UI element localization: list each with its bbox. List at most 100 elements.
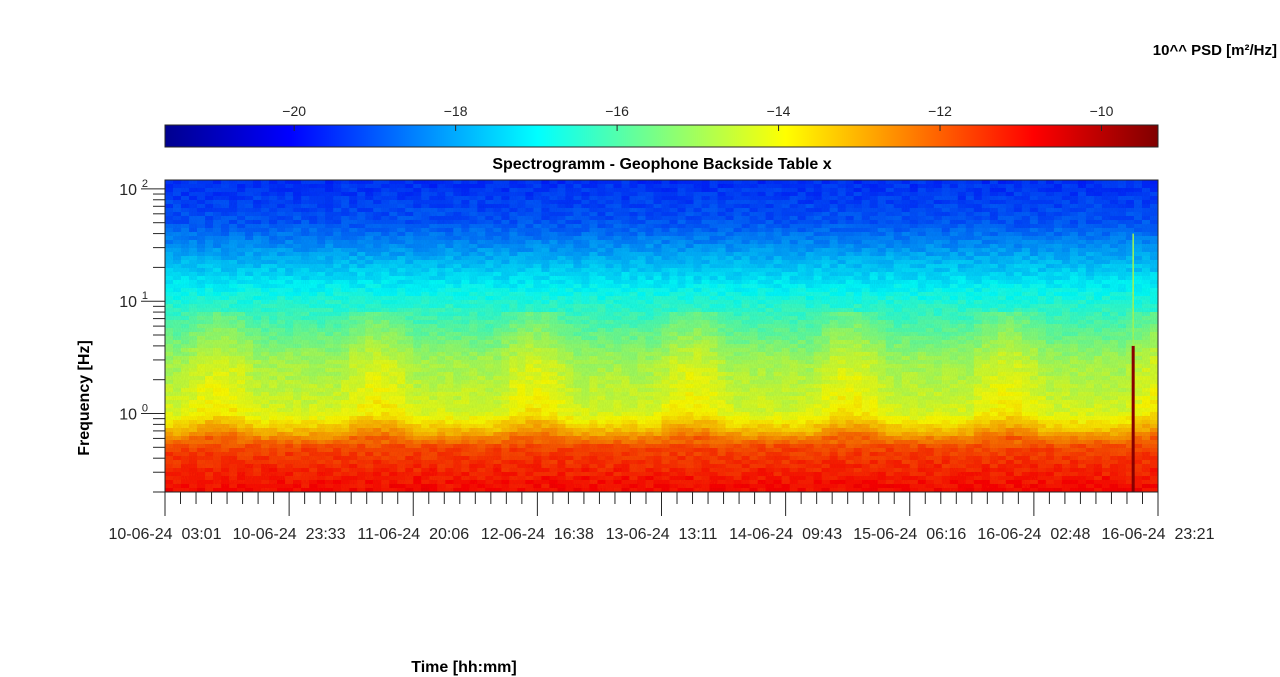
heatmap-cell bbox=[773, 324, 783, 329]
heatmap-cell bbox=[1101, 232, 1111, 237]
heatmap-cell bbox=[181, 284, 190, 289]
heatmap-cell bbox=[1077, 324, 1087, 329]
heatmap-cell bbox=[293, 184, 302, 189]
heatmap-cell bbox=[605, 308, 615, 313]
heatmap-cell bbox=[1101, 180, 1111, 185]
heatmap-cell bbox=[701, 292, 711, 297]
heatmap-cell bbox=[1101, 208, 1111, 213]
heatmap-cell bbox=[1141, 280, 1151, 285]
heatmap-cell bbox=[781, 212, 791, 217]
heatmap-cell bbox=[733, 216, 743, 221]
heatmap-cell bbox=[797, 200, 807, 205]
heatmap-cell bbox=[1117, 292, 1127, 297]
heatmap-cell bbox=[1125, 304, 1135, 309]
heatmap-cell bbox=[501, 208, 510, 213]
heatmap-cell bbox=[789, 276, 799, 281]
heatmap-cell bbox=[277, 324, 286, 329]
heatmap-cell bbox=[893, 332, 903, 337]
heatmap-cell bbox=[1117, 236, 1127, 241]
heatmap-cell bbox=[645, 260, 655, 265]
heatmap-cell bbox=[1037, 240, 1047, 245]
heatmap-cell bbox=[173, 180, 182, 185]
heatmap-cell bbox=[637, 224, 647, 229]
heatmap-cell bbox=[1029, 252, 1039, 257]
heatmap-cell bbox=[885, 220, 895, 225]
heatmap-cell bbox=[493, 192, 502, 197]
heatmap-cell bbox=[957, 204, 967, 209]
heatmap-cell bbox=[821, 196, 831, 201]
heatmap-cell bbox=[749, 212, 759, 217]
heatmap-cell bbox=[549, 252, 558, 257]
heatmap-cell bbox=[549, 308, 558, 313]
heatmap-cell bbox=[293, 284, 302, 289]
heatmap-cell bbox=[317, 268, 326, 273]
heatmap-cell bbox=[1109, 312, 1119, 317]
heatmap-cell bbox=[277, 256, 286, 261]
heatmap-cell bbox=[341, 292, 350, 297]
heatmap-cell bbox=[301, 276, 310, 281]
heatmap-cell bbox=[997, 192, 1007, 197]
heatmap-cell bbox=[1101, 204, 1111, 209]
heatmap-cell bbox=[805, 232, 815, 237]
heatmap-cell bbox=[997, 208, 1007, 213]
heatmap-cell bbox=[741, 312, 751, 317]
heatmap-cell bbox=[421, 276, 430, 281]
heatmap-cell bbox=[261, 276, 270, 281]
heatmap-cell bbox=[325, 312, 334, 317]
heatmap-cell bbox=[429, 232, 438, 237]
heatmap-cell bbox=[549, 256, 558, 261]
heatmap-cell bbox=[781, 264, 791, 269]
heatmap-cell bbox=[229, 308, 238, 313]
heatmap-cell bbox=[725, 316, 735, 321]
heatmap-cell bbox=[197, 324, 206, 329]
heatmap-cell bbox=[741, 260, 751, 265]
heatmap-cell bbox=[997, 220, 1007, 225]
heatmap-cell bbox=[589, 252, 599, 257]
heatmap-cell bbox=[557, 280, 567, 285]
heatmap-cell bbox=[941, 272, 951, 277]
heatmap-cell bbox=[365, 244, 374, 249]
heatmap-cell bbox=[829, 288, 839, 293]
heatmap-cell bbox=[373, 300, 382, 305]
heatmap-cell bbox=[293, 308, 302, 313]
heatmap-cell bbox=[581, 320, 591, 325]
heatmap-cell bbox=[293, 192, 302, 197]
heatmap-cell bbox=[341, 284, 350, 289]
heatmap-cell bbox=[213, 252, 222, 257]
heatmap-cell bbox=[981, 204, 991, 209]
heatmap-cell bbox=[277, 268, 286, 273]
heatmap-cell bbox=[1149, 196, 1158, 201]
heatmap-cell bbox=[1109, 316, 1119, 321]
heatmap-cell bbox=[485, 312, 494, 317]
heatmap-cell bbox=[589, 184, 599, 189]
heatmap-cell bbox=[317, 228, 326, 233]
heatmap-cell bbox=[541, 224, 550, 229]
heatmap-cell bbox=[589, 192, 599, 197]
heatmap-cell bbox=[661, 328, 671, 333]
heatmap-cell bbox=[253, 320, 262, 325]
heatmap-cell bbox=[245, 220, 254, 225]
heatmap-cell bbox=[797, 304, 807, 309]
heatmap-cell bbox=[589, 280, 599, 285]
heatmap-cell bbox=[1085, 308, 1095, 313]
heatmap-cell bbox=[597, 312, 607, 317]
heatmap-cell bbox=[757, 240, 767, 245]
heatmap-cell bbox=[429, 236, 438, 241]
heatmap-cell bbox=[1085, 312, 1095, 317]
heatmap-cell bbox=[1101, 216, 1111, 221]
heatmap-cell bbox=[997, 328, 1007, 333]
heatmap-cell bbox=[597, 296, 607, 301]
heatmap-cell bbox=[373, 320, 382, 325]
heatmap-cell bbox=[525, 228, 534, 233]
heatmap-cell bbox=[301, 308, 310, 313]
heatmap-cell bbox=[749, 224, 759, 229]
heatmap-cell bbox=[373, 232, 382, 237]
heatmap-cell bbox=[301, 336, 310, 341]
heatmap-cell bbox=[989, 280, 999, 285]
heatmap-cell bbox=[821, 316, 831, 321]
heatmap-cell bbox=[1013, 196, 1023, 201]
heatmap-cell bbox=[485, 280, 494, 285]
heatmap-cell bbox=[1077, 304, 1087, 309]
heatmap-cell bbox=[1029, 276, 1039, 281]
heatmap-cell bbox=[1021, 204, 1031, 209]
